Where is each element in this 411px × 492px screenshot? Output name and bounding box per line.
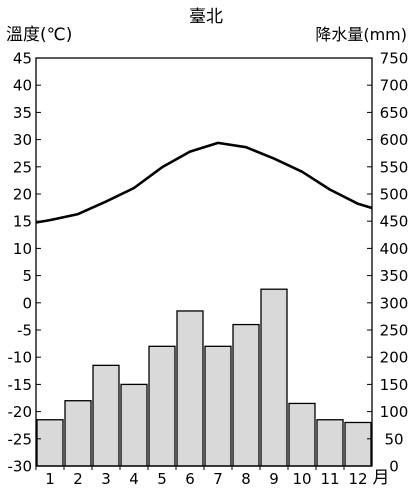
y-right-tick-label: 500 (380, 186, 409, 204)
x-tick-label: 12 (348, 470, 367, 488)
x-axis-unit-label: 月 (373, 468, 390, 488)
x-tick-label: 4 (129, 470, 139, 488)
precipitation-bar (148, 345, 176, 467)
y-right-tick-label: 50 (384, 430, 403, 448)
x-tick-label: 10 (292, 470, 311, 488)
x-tick-label: 1 (45, 470, 55, 488)
axes: -30-25-20-15-10-505101520253035404505010… (8, 50, 409, 489)
precipitation-bar (232, 323, 260, 467)
precipitation-bar (64, 400, 92, 467)
y-right-tick-label: 100 (380, 403, 409, 421)
y-left-tick-label: -15 (8, 376, 33, 394)
y-right-tick-label: 550 (380, 158, 409, 176)
x-tick-label: 7 (213, 470, 223, 488)
x-tick-label: 2 (73, 470, 83, 488)
temperature-line (35, 141, 373, 224)
y-axis-right-label: 降水量(mm) (315, 25, 407, 44)
chart-title: 臺北 (189, 7, 223, 27)
precipitation-bar (260, 288, 288, 467)
y-left-tick-label: -30 (8, 458, 33, 476)
y-left-tick-label: 20 (13, 186, 32, 204)
precipitation-bar (344, 421, 372, 467)
y-left-tick-label: -25 (8, 430, 33, 448)
precipitation-bars (36, 288, 372, 467)
y-right-tick-label: 300 (380, 294, 409, 312)
precipitation-bar (288, 402, 316, 467)
y-left-tick-label: 45 (13, 50, 32, 68)
y-right-tick-label: 750 (380, 50, 409, 68)
y-left-tick-label: 25 (13, 158, 32, 176)
precipitation-bar (176, 310, 204, 467)
y-left-tick-label: 5 (22, 267, 32, 285)
y-left-tick-label: -5 (17, 322, 32, 340)
y-right-tick-label: 400 (380, 240, 409, 258)
y-right-tick-label: 650 (380, 104, 409, 122)
y-left-tick-label: 35 (13, 104, 32, 122)
precipitation-bar (316, 419, 344, 467)
y-right-tick-label: 350 (380, 267, 409, 285)
y-left-tick-label: 30 (13, 131, 32, 149)
y-left-tick-label: 10 (13, 240, 32, 258)
y-right-tick-label: 0 (389, 458, 399, 476)
y-right-tick-label: 600 (380, 131, 409, 149)
temperature-line-group (35, 141, 373, 224)
y-right-tick-label: 200 (380, 349, 409, 367)
y-left-tick-label: -20 (8, 403, 33, 421)
x-tick-label: 6 (185, 470, 195, 488)
precipitation-bar (204, 345, 232, 467)
y-left-tick-label: 15 (13, 213, 32, 231)
x-tick-label: 3 (101, 470, 111, 488)
y-left-tick-label: 40 (13, 77, 32, 95)
y-left-tick-label: 0 (22, 294, 32, 312)
y-right-tick-label: 150 (380, 376, 409, 394)
precipitation-bar (36, 419, 64, 467)
x-tick-label: 11 (320, 470, 339, 488)
x-tick-label: 9 (269, 470, 279, 488)
y-right-tick-label: 700 (380, 77, 409, 95)
y-right-tick-label: 250 (380, 322, 409, 340)
y-left-tick-label: -10 (8, 349, 33, 367)
x-tick-label: 5 (157, 470, 167, 488)
x-tick-label: 8 (241, 470, 251, 488)
y-right-tick-label: 450 (380, 213, 409, 231)
precipitation-bar (92, 364, 120, 467)
y-axis-left-label: 溫度(℃) (6, 25, 72, 45)
precipitation-bar (120, 383, 148, 467)
